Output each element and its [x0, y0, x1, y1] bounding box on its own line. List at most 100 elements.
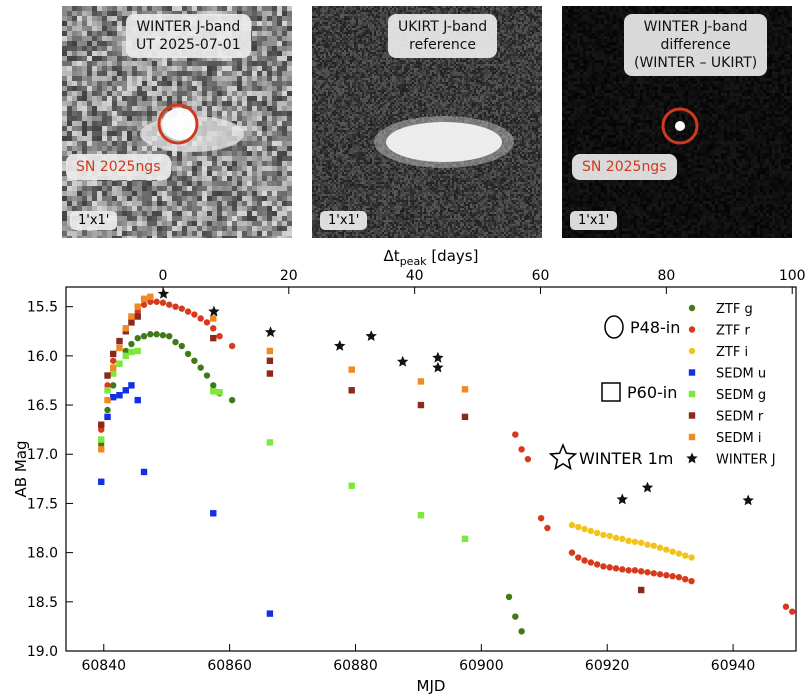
point-sedm-u: [266, 610, 274, 617]
point-ztf-g: [178, 342, 185, 350]
point-ztf-g: [518, 628, 525, 635]
point-sedm-u: [134, 396, 141, 404]
legend-label-sedm-r: SEDM r: [716, 410, 764, 425]
point-sedm-g: [98, 436, 105, 443]
point-ztf-r: [166, 301, 173, 308]
point-ztf-g: [140, 332, 148, 340]
point-ztf-r: [593, 561, 601, 568]
point-ztf-g: [184, 350, 192, 358]
legend-marker-ztf-r: [688, 326, 696, 333]
x-tick-label: 60920: [585, 658, 630, 674]
top-tick-label: 0: [158, 268, 167, 284]
point-winter-j: [264, 326, 277, 338]
point-sedm-g: [417, 512, 425, 519]
point-ztf-r: [544, 524, 551, 532]
point-ztf-r: [153, 298, 160, 305]
point-winter-j: [432, 361, 444, 373]
legend-label-ztf-i: ZTF i: [716, 345, 748, 360]
point-sedm-i: [417, 378, 425, 385]
point-sedm-r: [134, 313, 141, 320]
point-sedm-r: [461, 413, 469, 421]
panel-1-title-line-2: UT 2025-07-01: [136, 36, 241, 54]
point-sedm-g: [109, 370, 117, 377]
point-sedm-i: [210, 315, 217, 322]
point-ztf-g: [122, 347, 129, 355]
point-ztf-r: [656, 571, 664, 578]
point-ztf-r: [178, 305, 185, 312]
point-ztf-i: [688, 554, 695, 561]
panel-2-scale: 1'x1': [320, 211, 368, 230]
point-sedm-g: [128, 348, 135, 356]
panel-1-sn-label: SN 2025ngs: [66, 154, 171, 180]
point-ztf-r: [203, 319, 211, 326]
point-sedm-r: [266, 370, 274, 377]
point-ztf-r: [644, 569, 651, 576]
point-ztf-r: [619, 566, 626, 573]
point-sedm-i: [104, 396, 111, 404]
point-ztf-r: [104, 382, 111, 389]
point-ztf-r: [134, 308, 141, 315]
point-winter-j: [365, 330, 377, 341]
point-ztf-g: [109, 382, 117, 389]
legend-label-sedm-u: SEDM u: [716, 367, 766, 382]
point-ztf-g: [191, 357, 198, 364]
legend-shape-label: P48-in: [630, 318, 680, 337]
point-sedm-u: [122, 387, 129, 394]
point-sedm-g: [210, 388, 217, 395]
legend-marker-ztf-i: [688, 347, 696, 355]
point-ztf-r: [625, 567, 632, 574]
point-sedm-i: [147, 293, 154, 301]
point-winter-j: [742, 494, 754, 506]
point-ztf-i: [587, 527, 595, 535]
point-sedm-i: [116, 344, 123, 352]
point-sedm-u: [140, 468, 148, 476]
point-ztf-r: [568, 549, 576, 556]
point-ztf-r: [782, 603, 790, 610]
legend-label-sedm-g: SEDM g: [716, 388, 766, 403]
point-ztf-i: [682, 552, 689, 559]
legend-shape-star: [548, 443, 578, 471]
legend-marker-sedm-i: [688, 433, 696, 441]
y-tick-label: 18.5: [27, 595, 58, 611]
legend-marker-winter-j: [686, 452, 698, 464]
y-tick-label: 17.5: [27, 496, 58, 512]
point-ztf-r: [172, 303, 179, 310]
point-ztf-r: [637, 568, 645, 575]
point-sedm-r: [116, 337, 123, 345]
point-sedm-r: [128, 319, 135, 326]
panel-winter-difference: WINTER J-band difference (WINTER – UKIRT…: [562, 6, 792, 238]
point-ztf-r: [688, 577, 695, 585]
point-sedm-i: [461, 386, 469, 393]
point-ztf-g: [505, 593, 513, 601]
point-sedm-u: [104, 413, 111, 421]
plot-frame: [65, 286, 797, 652]
point-ztf-i: [675, 550, 683, 557]
point-ztf-r: [606, 564, 613, 571]
panel-ukirt-reference: UKIRT J-band reference 1'x1': [312, 6, 542, 238]
point-sedm-g: [104, 387, 111, 394]
top-tick-label: 80: [657, 268, 675, 284]
y-tick-label: 17.0: [27, 447, 58, 463]
sn-marker-circle: [157, 103, 199, 145]
panel-3-sn-label: SN 2025ngs: [572, 154, 677, 180]
point-ztf-g: [128, 340, 135, 348]
point-ztf-g: [210, 382, 217, 389]
x-tick-label: 60900: [459, 658, 504, 674]
point-sedm-i: [109, 364, 117, 371]
point-sedm-i: [348, 366, 355, 373]
point-ztf-g: [172, 338, 179, 346]
legend-marker-sedm-g: [688, 390, 696, 398]
panel-3-title-line-1: WINTER J-band: [634, 18, 757, 36]
point-sedm-r: [109, 350, 117, 358]
point-sedm-r: [210, 334, 217, 342]
point-sedm-r: [637, 586, 645, 594]
point-ztf-g: [134, 334, 141, 342]
point-ztf-i: [625, 537, 632, 545]
point-winter-j: [616, 493, 628, 505]
point-ztf-i: [663, 546, 670, 553]
point-sedm-u: [98, 478, 105, 485]
point-sedm-i: [98, 446, 105, 453]
point-ztf-r: [581, 557, 588, 564]
x-tick-label: 60860: [207, 658, 252, 674]
y-tick-label: 15.5: [27, 300, 58, 316]
